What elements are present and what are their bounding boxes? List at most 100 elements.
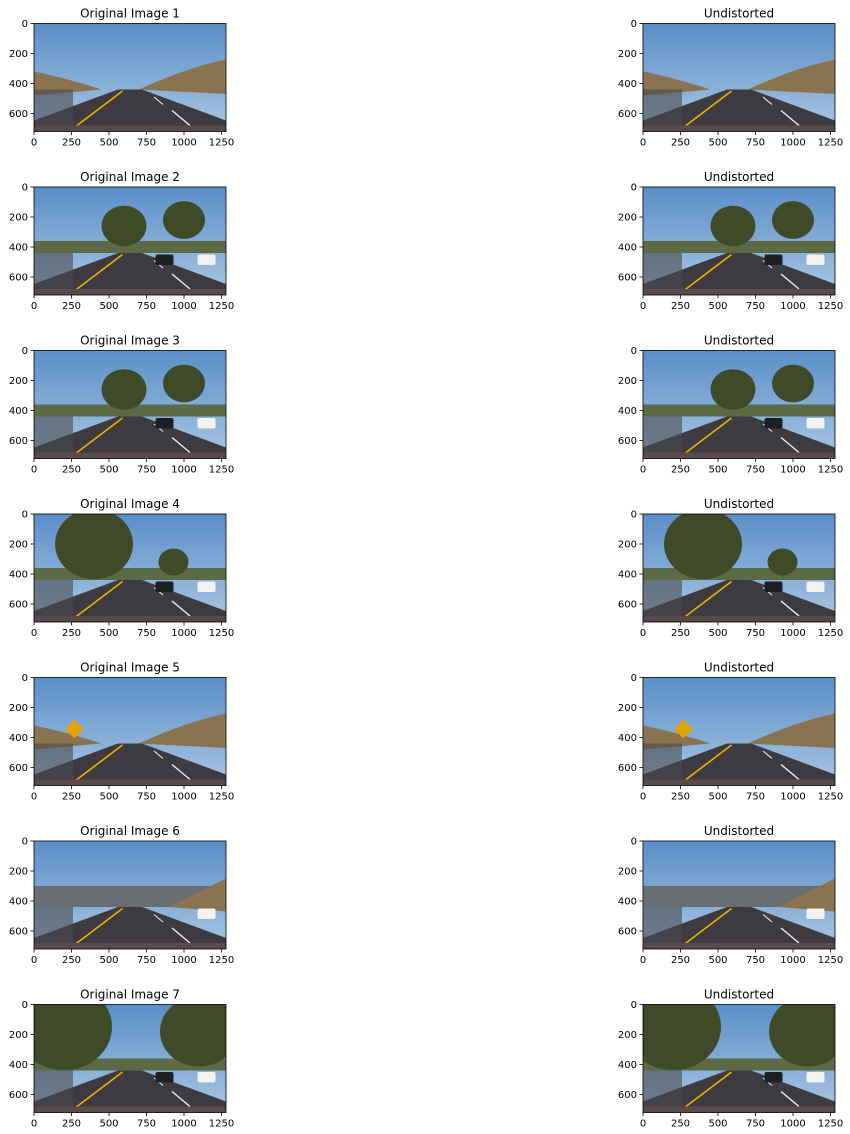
photo-content (643, 23, 835, 132)
car-hood (34, 779, 226, 786)
tree (769, 1004, 835, 1067)
x-tick-label: 1000 (171, 1119, 196, 1130)
axes-frame (642, 677, 836, 786)
treeline (643, 404, 835, 417)
tree (158, 548, 189, 576)
subplot-title: Original Image 2 (80, 170, 180, 184)
x-tick-label: 0 (640, 792, 646, 803)
y-tick-label: 200 (618, 213, 637, 224)
y-tick-label: 0 (631, 673, 637, 684)
treeline (34, 568, 226, 580)
dark-car (155, 1072, 174, 1083)
barrier (643, 89, 682, 132)
y-tick-label: 200 (618, 867, 637, 878)
white-car (806, 581, 825, 592)
car-hood (643, 616, 835, 622)
right-hillside (778, 878, 835, 912)
car-hood (643, 1106, 835, 1113)
axes-frame (33, 1004, 227, 1113)
tree (160, 1004, 226, 1067)
y-tick-label: 600 (9, 1090, 28, 1101)
axes-frame (642, 840, 836, 950)
car-hood (34, 289, 226, 295)
subplot-title: Undistorted (704, 824, 774, 838)
tree (767, 548, 798, 576)
tree (643, 1004, 721, 1071)
y-tick-label: 0 (631, 346, 637, 357)
white-lane-dash (780, 927, 800, 944)
x-tick-label: 1000 (780, 955, 805, 966)
subplot-7-original: Original Image 7 0 250 500 750 1000 1250 0 200 40… (9, 988, 234, 1130)
y-tick-label: 200 (9, 49, 28, 60)
y-tick-label: 0 (22, 673, 28, 684)
x-tick-label: 1000 (780, 792, 805, 803)
white-lane-dash (762, 96, 773, 105)
tree (664, 514, 742, 580)
photo-content (34, 514, 226, 622)
white-car (806, 254, 825, 265)
x-tick-label: 0 (31, 465, 37, 476)
white-lane-dash (153, 750, 164, 759)
y-tick-label: 0 (22, 19, 28, 30)
x-tick-label: 500 (708, 465, 727, 476)
photo-content (34, 187, 226, 295)
barrier (34, 89, 73, 132)
x-tick-label: 0 (640, 955, 646, 966)
x-tick-label: 0 (31, 792, 37, 803)
car-hood (643, 289, 835, 295)
white-lane-dash (780, 600, 800, 617)
y-tick-label: 0 (631, 837, 637, 848)
x-tick-label: 750 (137, 792, 156, 803)
white-car (197, 418, 216, 429)
photo-content (34, 23, 226, 132)
y-tick-label: 400 (9, 570, 28, 581)
x-tick-label: 750 (746, 301, 765, 312)
y-tick-label: 0 (22, 1000, 28, 1011)
subplot-1-undistorted: Undistorted 0 250 500 750 1000 1250 0 200 400 600 (618, 7, 843, 149)
x-tick-label: 1250 (818, 465, 843, 476)
x-tick-label: 1000 (171, 955, 196, 966)
x-tick-label: 1250 (209, 301, 234, 312)
subplot-2-undistorted: Undistorted 0 250 500 750 1000 1250 0 200 400 600 (618, 170, 843, 312)
subplot-4-undistorted: Undistorted 0 250 500 750 1000 1250 0 200 400 600 (618, 497, 843, 639)
x-tick-label: 0 (640, 138, 646, 149)
white-car (806, 418, 825, 429)
white-lane-dash (780, 436, 800, 454)
y-tick-label: 600 (618, 600, 637, 611)
subplot-title: Undistorted (704, 334, 774, 348)
white-car (197, 908, 216, 919)
x-tick-label: 0 (31, 955, 37, 966)
x-tick-label: 750 (137, 465, 156, 476)
white-lane-dash (171, 927, 191, 944)
subplot-title: Undistorted (704, 988, 774, 1002)
barrier (643, 253, 682, 295)
photo-content (34, 1004, 226, 1113)
axes-frame (33, 186, 227, 296)
y-tick-label: 600 (618, 109, 637, 120)
y-tick-label: 0 (22, 346, 28, 357)
subplot-title: Original Image 1 (80, 7, 180, 21)
white-lane-dash (780, 273, 800, 290)
x-tick-label: 250 (671, 301, 690, 312)
tree (772, 364, 814, 403)
x-tick-label: 250 (62, 301, 81, 312)
axes-frame (33, 677, 227, 786)
x-tick-label: 750 (746, 955, 765, 966)
x-tick-label: 0 (31, 138, 37, 149)
x-tick-label: 1250 (209, 628, 234, 639)
x-tick-label: 0 (31, 628, 37, 639)
axes-frame (33, 840, 227, 950)
x-tick-label: 0 (640, 628, 646, 639)
x-tick-label: 1250 (818, 792, 843, 803)
white-lane-dash (171, 436, 191, 454)
x-tick-label: 1250 (818, 301, 843, 312)
x-tick-label: 1250 (818, 628, 843, 639)
axes-frame (642, 513, 836, 623)
tree (34, 1004, 112, 1071)
y-tick-label: 0 (631, 510, 637, 521)
car-hood (643, 452, 835, 459)
x-tick-label: 250 (62, 628, 81, 639)
subplot-4-original: Original Image 4 0 250 500 750 1000 1250 0 200 40… (9, 497, 234, 639)
barrier (34, 416, 73, 459)
treeline (643, 241, 835, 253)
